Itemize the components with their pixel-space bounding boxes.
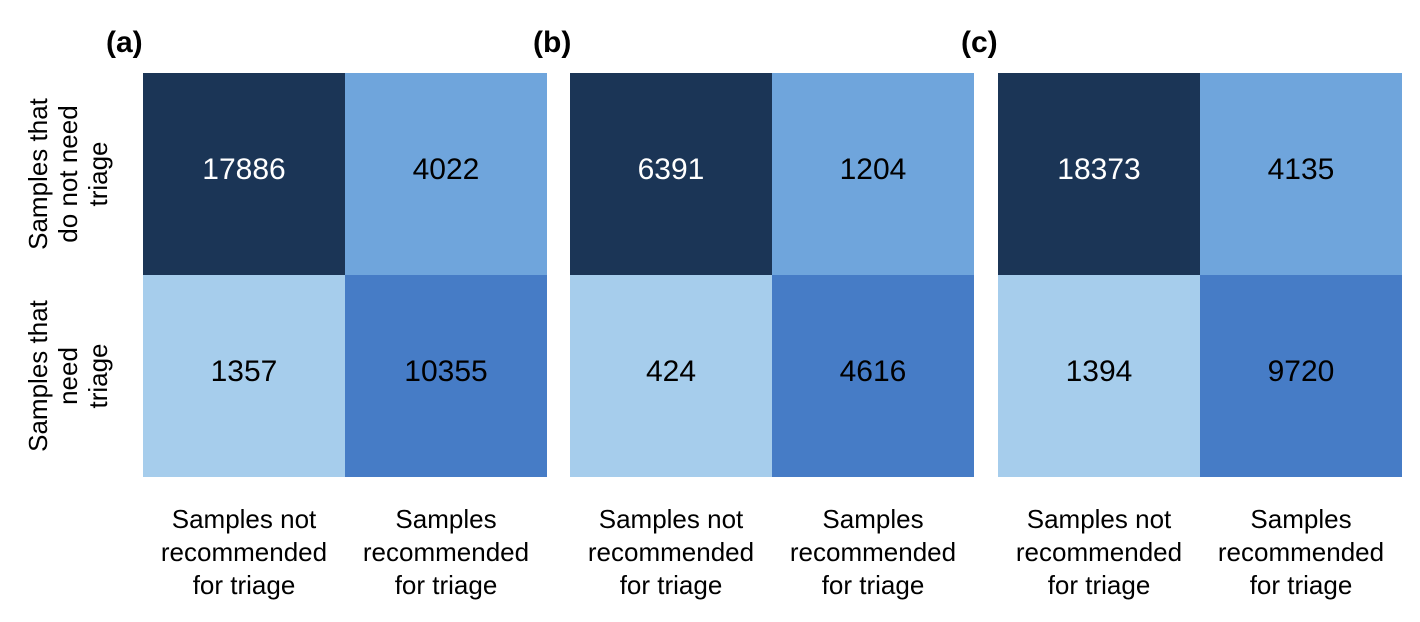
panel-label: (a) [106,26,143,59]
col-label-line: recommended [588,537,754,567]
row-label-line: triage [83,343,113,408]
cell-value-label: 1357 [211,355,278,388]
col-label-line: for triage [395,570,498,600]
heatmap-cell [570,73,772,275]
col-label-line: for triage [620,570,723,600]
col-label-line: Samples [395,504,496,534]
cell-value-label: 1204 [840,153,907,186]
col-label-line: Samples not [1027,504,1172,534]
row-label-line: Samples that [23,97,53,250]
col-label-line: for triage [1250,570,1353,600]
heatmap-cell [570,275,772,477]
row-label-line: need [53,347,83,405]
col-label-line: for triage [1048,570,1151,600]
heatmap-cell [1200,275,1402,477]
col-label-line: Samples not [599,504,744,534]
cell-value-label: 10355 [404,355,487,388]
cell-value-label: 17886 [202,153,285,186]
col-label-line: recommended [1218,537,1384,567]
row-label-2: Samples that need triage [23,299,113,452]
heatmap-cell [345,275,547,477]
cell-value-label: 4022 [413,153,480,186]
cell-value-label: 1394 [1066,355,1133,388]
panel-label: (b) [533,26,571,59]
col-label-line: recommended [161,537,327,567]
cell-value-label: 4616 [840,355,907,388]
col-label-line: Samples not [172,504,317,534]
col-label-line: Samples [1250,504,1351,534]
row-label-line: Samples that [23,299,53,452]
row-label-line: do not need [53,105,83,242]
panel-label: (c) [961,26,998,59]
row-label-1: Samples that do not need triage [23,97,113,250]
col-label-line: for triage [193,570,296,600]
cell-value-label: 18373 [1057,153,1140,186]
col-label-line: recommended [363,537,529,567]
heatmap-cell [772,275,974,477]
heatmap-cell [772,73,974,275]
cell-value-label: 9720 [1268,355,1335,388]
cell-value-label: 4135 [1268,153,1335,186]
cell-value-label: 424 [646,355,696,388]
heatmap-cell [143,275,345,477]
row-label-line: triage [83,141,113,206]
heatmap-cell [143,73,345,275]
cell-value-label: 6391 [638,153,705,186]
col-label-line: Samples [822,504,923,534]
col-label-line: recommended [1016,537,1182,567]
heatmap-cell [998,73,1200,275]
heatmap-cell [1200,73,1402,275]
col-label-line: recommended [790,537,956,567]
col-label-line: for triage [822,570,925,600]
heatmap-cell [998,275,1200,477]
heatmap-cell [345,73,547,275]
